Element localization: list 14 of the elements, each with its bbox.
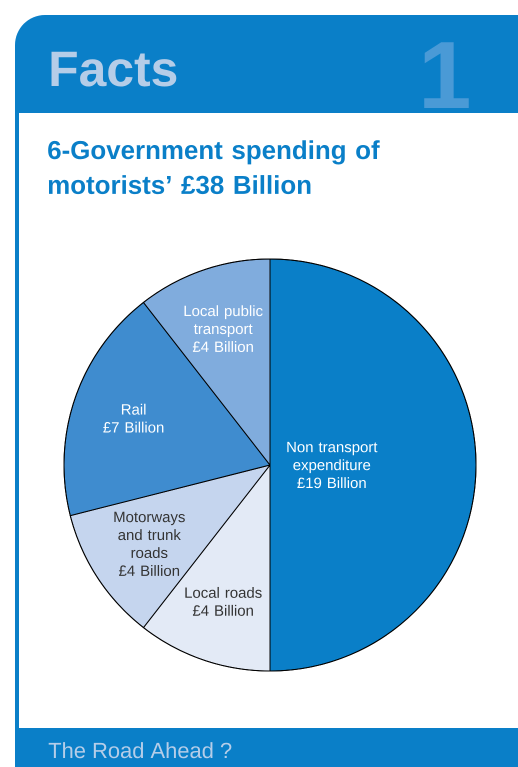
chart-title: 6-Government spending of motorists’ £38 Billion xyxy=(48,140,380,194)
data-label: £4 Billion xyxy=(192,341,253,352)
data-label: £7 Billion xyxy=(103,422,164,433)
slice-label: Local public transport xyxy=(184,305,263,338)
data-label: £19 Billion xyxy=(297,477,366,488)
slice-label: Non transport expenditure xyxy=(287,442,378,474)
slice-label: Local roads xyxy=(185,586,262,598)
slice-label: Motorways and trunk roads xyxy=(114,512,185,558)
slice-label: Rail xyxy=(122,404,146,415)
text: Facts xyxy=(52,52,176,86)
text: The Road Ahead ? xyxy=(48,742,232,758)
data-label: £4 Billion xyxy=(192,604,253,616)
data-label: £4 Billion xyxy=(118,565,180,576)
text: 1 xyxy=(424,42,469,108)
